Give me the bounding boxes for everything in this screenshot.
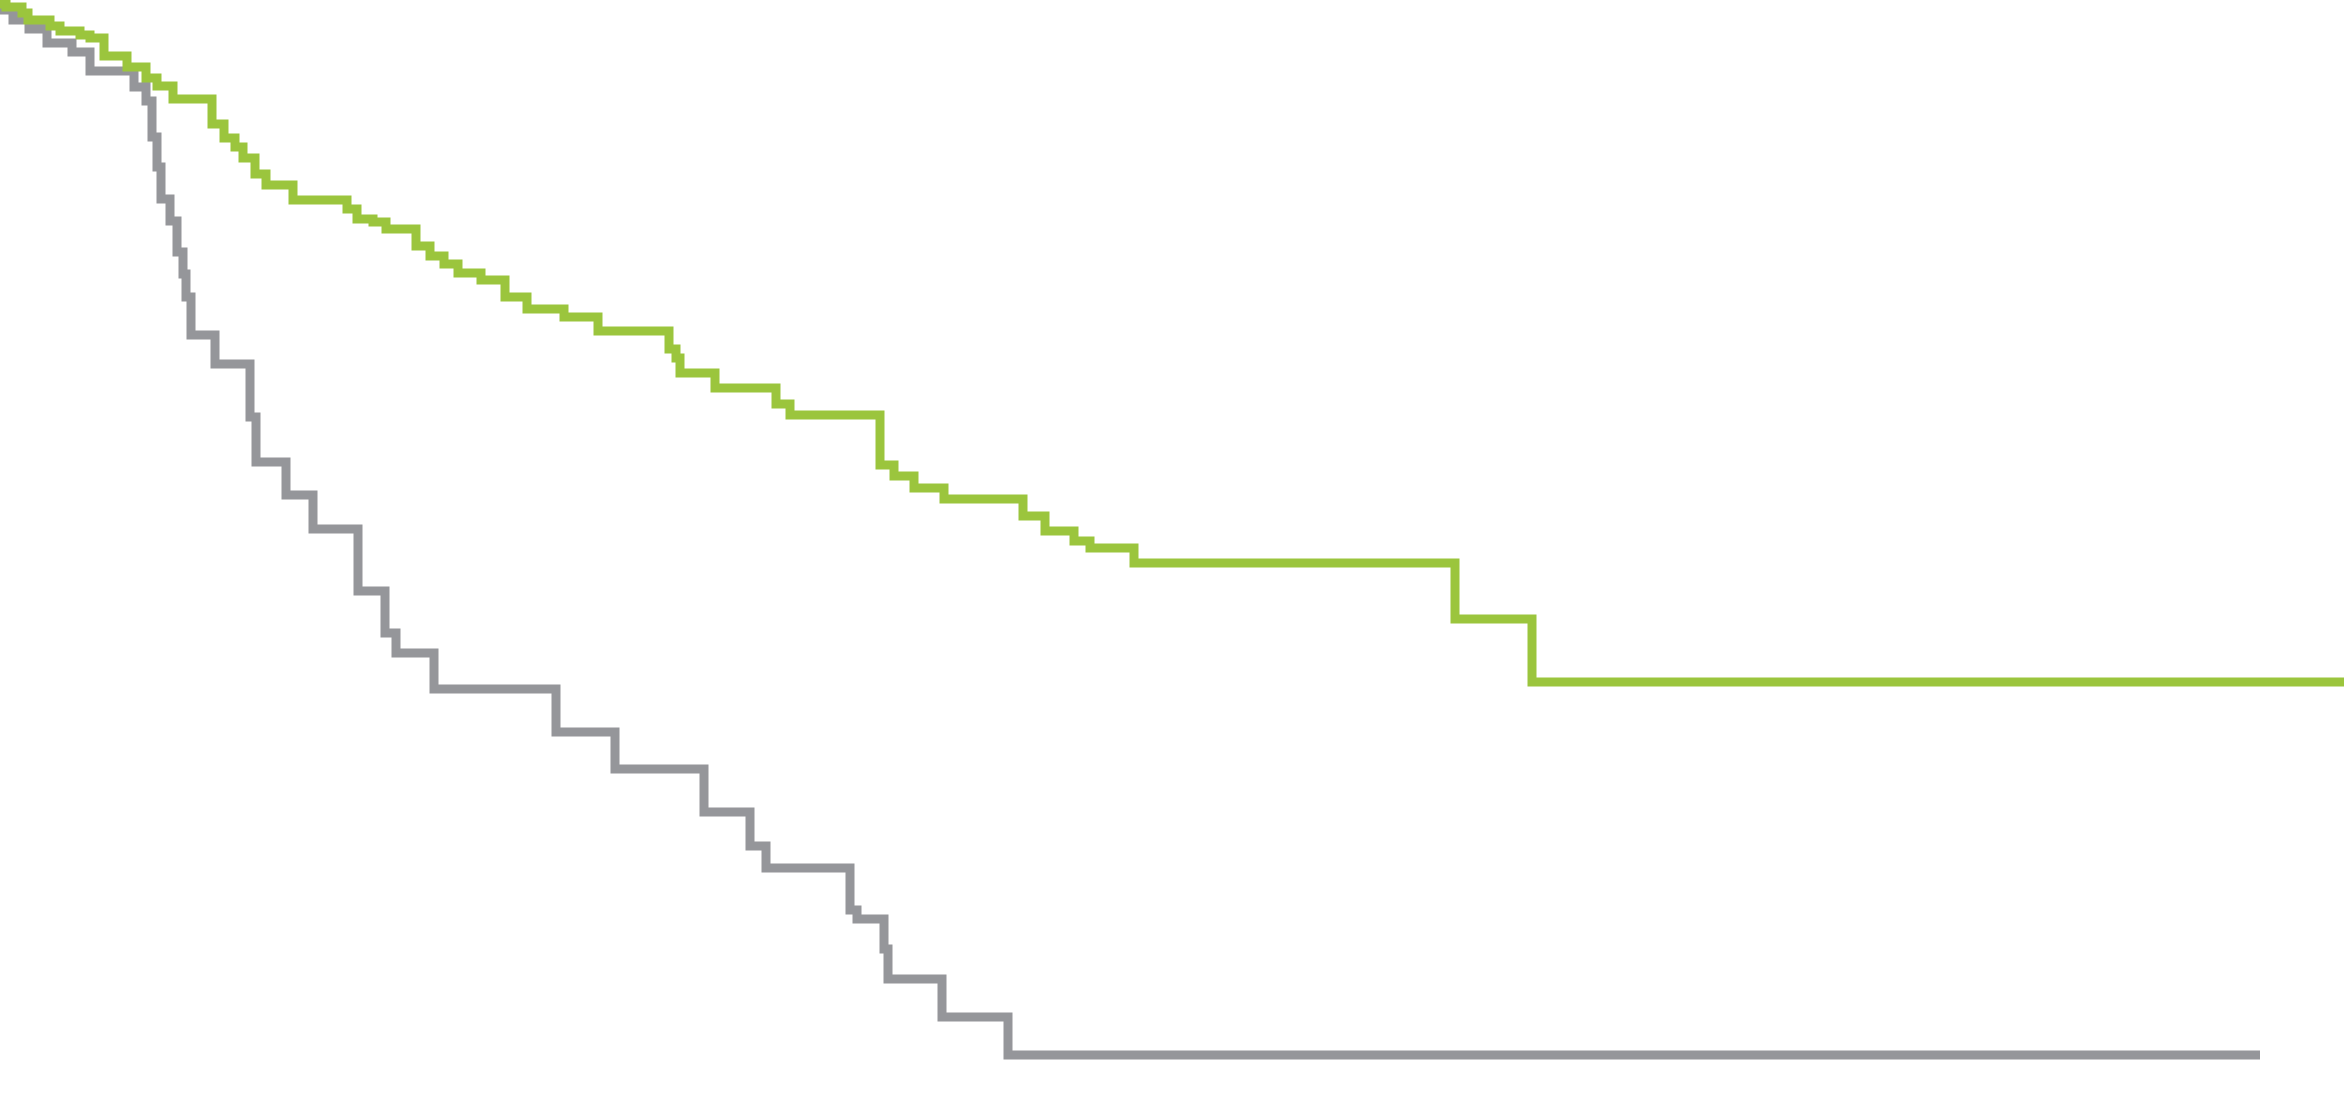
series-line-2 (0, 0, 2344, 687)
series-line-1 (0, 5, 2260, 1060)
series-layer (0, 0, 2344, 1060)
